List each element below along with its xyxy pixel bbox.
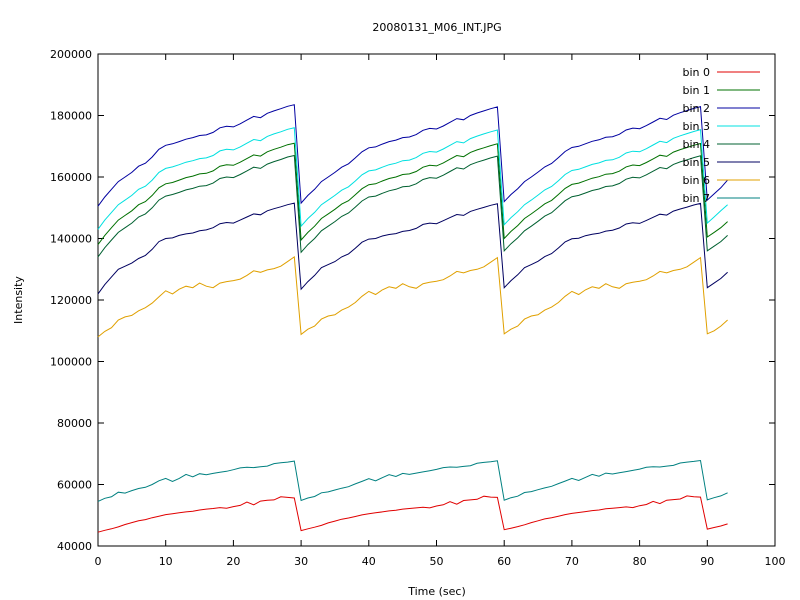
x-tick-label: 70 bbox=[565, 555, 579, 568]
legend-label: bin 0 bbox=[682, 66, 710, 79]
y-tick-label: 160000 bbox=[50, 171, 92, 184]
series-line-bin-3 bbox=[97, 127, 728, 230]
x-tick-label: 90 bbox=[700, 555, 714, 568]
legend-label: bin 6 bbox=[682, 174, 710, 187]
chart-title: 20080131_M06_INT.JPG bbox=[372, 21, 501, 34]
legend-label: bin 2 bbox=[682, 102, 710, 115]
axis-ticks: 0 10 20 30 40 50 60 70 80 90 100 40000 60000 80000 100… bbox=[50, 48, 786, 568]
x-tick-label: 100 bbox=[765, 555, 786, 568]
series-line-bin-7 bbox=[97, 459, 728, 502]
y-tick-label: 100000 bbox=[50, 356, 92, 369]
series-line-bin-1 bbox=[97, 142, 728, 245]
series-line-bin-2 bbox=[97, 104, 728, 207]
series-lines bbox=[97, 104, 728, 533]
x-tick-label: 40 bbox=[362, 555, 376, 568]
x-tick-label: 30 bbox=[294, 555, 308, 568]
legend-label: bin 4 bbox=[682, 138, 710, 151]
series-line-bin-4 bbox=[97, 154, 728, 258]
y-tick-label: 200000 bbox=[50, 48, 92, 61]
legend-label: bin 3 bbox=[682, 120, 710, 133]
legend-label: bin 1 bbox=[682, 84, 710, 97]
plot-frame bbox=[97, 53, 776, 547]
y-tick-label: 140000 bbox=[50, 233, 92, 246]
x-tick-label: 20 bbox=[226, 555, 240, 568]
series-line-bin-5 bbox=[97, 202, 728, 295]
series-line-bin-0 bbox=[97, 495, 728, 533]
legend: bin 0 bin 1 bin 2 bin 3 bin 4 bin 5 bin 6 bin 7 bbox=[682, 66, 760, 205]
x-tick-label: 50 bbox=[430, 555, 444, 568]
legend-label: bin 5 bbox=[682, 156, 710, 169]
x-tick-label: 80 bbox=[633, 555, 647, 568]
y-tick-label: 180000 bbox=[50, 110, 92, 123]
y-tick-label: 60000 bbox=[57, 479, 92, 492]
y-tick-label: 40000 bbox=[57, 540, 92, 553]
y-axis-label: Intensity bbox=[12, 276, 25, 324]
x-axis-label: Time (sec) bbox=[407, 585, 466, 598]
y-tick-label: 80000 bbox=[57, 417, 92, 430]
x-tick-label: 0 bbox=[95, 555, 102, 568]
legend-label: bin 7 bbox=[682, 192, 710, 205]
x-tick-label: 60 bbox=[497, 555, 511, 568]
series-line-bin-6 bbox=[97, 255, 728, 338]
y-tick-label: 120000 bbox=[50, 294, 92, 307]
x-tick-label: 10 bbox=[159, 555, 173, 568]
